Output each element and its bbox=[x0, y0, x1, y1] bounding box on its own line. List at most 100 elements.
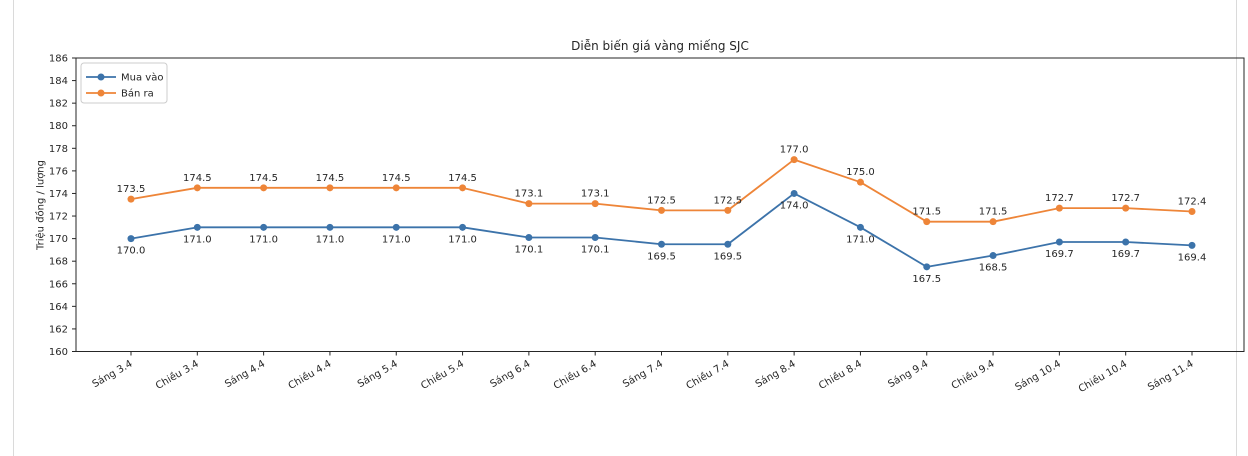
point-label-mua-vao: 171.0 bbox=[249, 234, 278, 245]
point-label-mua-vao: 170.1 bbox=[581, 244, 610, 255]
point-label-mua-vao: 171.0 bbox=[448, 234, 477, 245]
x-tick-label: Chiều 4.4 bbox=[286, 358, 333, 392]
x-tick-label: Chiều 5.4 bbox=[419, 358, 466, 392]
x-tick-label: Chiều 10.4 bbox=[1076, 358, 1129, 395]
data-point-ban-ra bbox=[525, 200, 533, 208]
point-label-ban-ra: 174.5 bbox=[316, 173, 345, 184]
data-point-ban-ra bbox=[392, 184, 400, 192]
point-label-ban-ra: 172.7 bbox=[1111, 193, 1140, 204]
data-point-mua-vao bbox=[1055, 238, 1063, 246]
point-label-mua-vao: 170.1 bbox=[515, 244, 544, 255]
data-point-ban-ra bbox=[260, 184, 268, 192]
point-label-mua-vao: 169.5 bbox=[713, 251, 742, 262]
point-label-ban-ra: 173.5 bbox=[117, 184, 146, 195]
data-point-ban-ra bbox=[856, 178, 864, 186]
x-tick-label: Sáng 8.4 bbox=[753, 358, 797, 391]
data-point-mua-vao bbox=[856, 223, 864, 231]
point-label-mua-vao: 171.0 bbox=[316, 234, 345, 245]
point-label-ban-ra: 172.4 bbox=[1178, 197, 1207, 208]
y-tick-label: 160 bbox=[49, 347, 68, 358]
data-point-mua-vao bbox=[790, 189, 798, 197]
y-tick-label: 164 bbox=[49, 302, 68, 313]
point-label-mua-vao: 171.0 bbox=[183, 234, 212, 245]
x-tick-label: Sáng 10.4 bbox=[1013, 358, 1063, 394]
data-point-ban-ra bbox=[591, 200, 599, 208]
data-point-mua-vao bbox=[260, 223, 268, 231]
point-label-mua-vao: 174.0 bbox=[780, 200, 809, 211]
point-label-ban-ra: 171.5 bbox=[912, 207, 941, 218]
data-point-ban-ra bbox=[724, 206, 732, 214]
data-point-ban-ra bbox=[989, 218, 997, 226]
data-point-mua-vao bbox=[724, 240, 732, 248]
data-point-ban-ra bbox=[1055, 204, 1063, 212]
data-point-mua-vao bbox=[923, 263, 931, 271]
x-tick-label: Sáng 9.4 bbox=[886, 358, 930, 391]
x-tick-label: Sáng 5.4 bbox=[355, 358, 399, 391]
x-tick-label: Sáng 6.4 bbox=[488, 358, 532, 391]
y-tick-label: 172 bbox=[49, 212, 68, 223]
point-label-ban-ra: 173.1 bbox=[515, 189, 544, 200]
data-point-ban-ra bbox=[1188, 208, 1196, 216]
y-tick-label: 168 bbox=[49, 257, 68, 268]
x-tick-label: Chiều 3.4 bbox=[154, 358, 201, 392]
x-tick-label: Sáng 4.4 bbox=[223, 358, 267, 391]
point-label-mua-vao: 170.0 bbox=[117, 246, 146, 257]
data-point-mua-vao bbox=[127, 235, 135, 243]
series-mua-vao: 170.0 171.0 171.0 171.0 171.0 171.0 170.1 170.1… bbox=[117, 189, 1207, 285]
y-tick-label: 180 bbox=[49, 121, 68, 132]
point-label-ban-ra: 175.0 bbox=[846, 167, 875, 178]
chart-canvas: 160 162 164 166 168 170 172 174 176 178 180 182 184 1… bbox=[49, 54, 1245, 395]
legend-item-mua-vao: Mua vào bbox=[86, 72, 163, 84]
point-label-ban-ra: 177.0 bbox=[780, 145, 809, 156]
data-point-mua-vao bbox=[1188, 241, 1196, 249]
y-tick-label: 166 bbox=[49, 279, 68, 290]
x-tick-label: Chiều 8.4 bbox=[817, 358, 864, 392]
data-point-ban-ra bbox=[193, 184, 201, 192]
point-label-mua-vao: 169.4 bbox=[1178, 252, 1207, 263]
legend-label-mua-vao: Mua vào bbox=[121, 72, 163, 84]
data-point-ban-ra bbox=[923, 218, 931, 226]
y-tick-label: 170 bbox=[49, 234, 68, 245]
data-point-mua-vao bbox=[392, 223, 400, 231]
x-tick-label: Chiều 9.4 bbox=[949, 358, 996, 392]
point-label-ban-ra: 172.7 bbox=[1045, 193, 1074, 204]
data-point-mua-vao bbox=[525, 233, 533, 241]
data-point-ban-ra bbox=[658, 206, 665, 214]
point-label-mua-vao: 171.0 bbox=[846, 234, 875, 245]
chart-title: Diễn biến giá vàng miếng SJC bbox=[571, 39, 749, 53]
point-label-ban-ra: 171.5 bbox=[979, 207, 1008, 218]
data-point-ban-ra bbox=[1122, 204, 1130, 212]
y-tick-label: 176 bbox=[49, 166, 68, 177]
point-label-ban-ra: 174.5 bbox=[382, 173, 411, 184]
point-label-ban-ra: 174.5 bbox=[448, 173, 477, 184]
point-label-ban-ra: 174.5 bbox=[249, 173, 278, 184]
y-axis: 160 162 164 166 168 170 172 174 176 178 180 182 184 1… bbox=[49, 54, 76, 358]
plot-frame bbox=[75, 57, 1245, 352]
x-tick-label: Chiều 7.4 bbox=[684, 358, 731, 392]
x-tick-label: Sáng 11.4 bbox=[1146, 358, 1196, 394]
legend-marker-mua-vao bbox=[97, 73, 105, 81]
point-label-ban-ra: 174.5 bbox=[183, 173, 212, 184]
point-label-mua-vao: 167.5 bbox=[912, 274, 941, 285]
x-tick-label: Sáng 3.4 bbox=[90, 358, 134, 391]
data-point-mua-vao bbox=[193, 223, 201, 231]
point-label-mua-vao: 168.5 bbox=[979, 263, 1008, 274]
legend-marker-ban-ra bbox=[97, 89, 105, 97]
x-axis: Sáng 3.4 Chiều 3.4 Sáng 4.4 Chiều 4.4 Sáng 5… bbox=[90, 351, 1196, 395]
data-point-ban-ra bbox=[790, 156, 798, 164]
data-point-mua-vao bbox=[459, 223, 467, 231]
y-tick-label: 184 bbox=[49, 76, 68, 87]
data-point-ban-ra bbox=[127, 195, 135, 203]
legend-label-ban-ra: Bán ra bbox=[121, 88, 154, 100]
data-point-ban-ra bbox=[459, 184, 467, 192]
legend: Mua vào Bán ra bbox=[80, 62, 168, 104]
x-tick-label: Chiều 6.4 bbox=[551, 358, 598, 392]
point-label-mua-vao: 169.7 bbox=[1045, 249, 1074, 260]
series-ban-ra: 173.5 174.5 174.5 174.5 174.5 174.5 173.1 173.1… bbox=[117, 145, 1207, 226]
y-tick-label: 186 bbox=[49, 54, 68, 65]
data-point-mua-vao bbox=[591, 233, 599, 241]
y-tick-label: 162 bbox=[49, 324, 68, 335]
point-label-mua-vao: 171.0 bbox=[382, 234, 411, 245]
data-point-mua-vao bbox=[989, 252, 997, 260]
legend-item-ban-ra: Bán ra bbox=[86, 88, 154, 100]
